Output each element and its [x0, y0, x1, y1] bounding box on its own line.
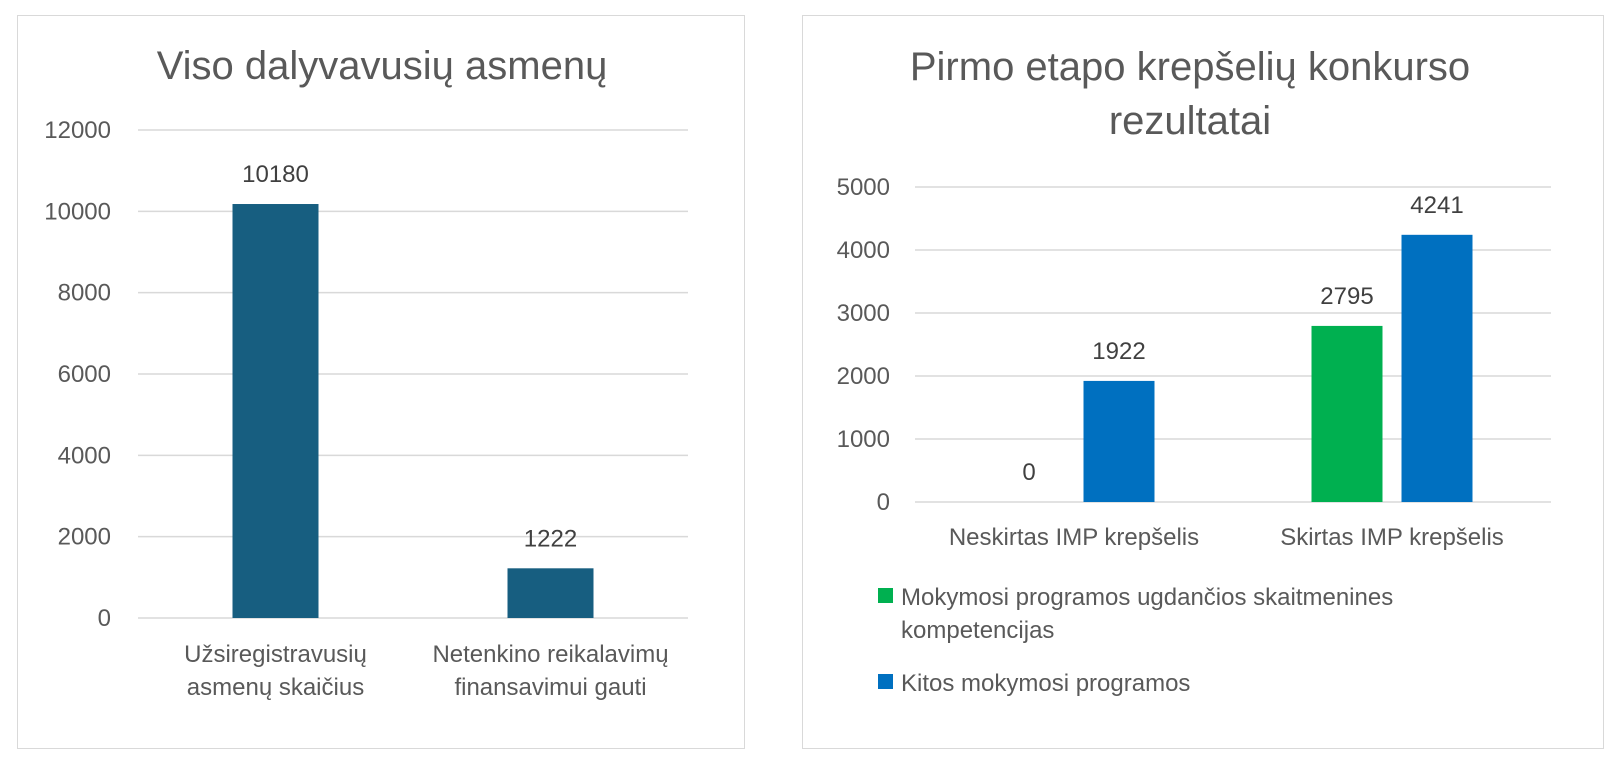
- x-category-label: Skirtas IMP krepšelis: [1280, 524, 1504, 551]
- chart-panel-participants: Viso dalyvavusių asmenų 0 2000 4000 6000 8000…: [17, 15, 745, 749]
- y-tick-label: 0: [877, 489, 890, 516]
- x-category-label: asmenų skaičius: [187, 674, 364, 701]
- y-tick-label: 1000: [837, 426, 890, 453]
- bar: [1311, 325, 1383, 502]
- legend-label: Mokymosi programos ugdančios skaitmenine…: [901, 584, 1393, 611]
- data-label: 1922: [1092, 338, 1145, 365]
- data-label: 1222: [524, 525, 577, 552]
- y-tick-label: 2000: [58, 524, 111, 551]
- legend-label: Kitos mokymosi programos: [901, 670, 1190, 697]
- y-tick-label: 8000: [58, 280, 111, 307]
- x-category-label: finansavimui gauti: [454, 674, 646, 701]
- chart-panel-results: Pirmo etapo krepšelių konkurso rezultatai…: [802, 15, 1604, 749]
- y-tick-label: 5000: [837, 174, 890, 201]
- y-tick-label: 3000: [837, 300, 890, 327]
- bar: [507, 568, 594, 618]
- y-tick-label: 6000: [58, 361, 111, 388]
- x-category-label: Užsiregistravusių: [184, 641, 367, 668]
- legend-swatch: [878, 588, 893, 603]
- x-category-label: Neskirtas IMP krepšelis: [949, 524, 1199, 551]
- y-tick-label: 12000: [44, 117, 111, 144]
- participants-chart: Viso dalyvavusių asmenų 0 2000 4000 6000 8000…: [44, 44, 688, 701]
- bar: [1083, 380, 1155, 502]
- legend-swatch: [878, 674, 893, 689]
- y-tick-label: 4000: [837, 237, 890, 264]
- chart-title: rezultatai: [1109, 99, 1271, 143]
- x-category-label: Netenkino reikalavimų: [432, 641, 668, 668]
- y-tick-label: 4000: [58, 442, 111, 469]
- data-label: 10180: [242, 161, 309, 188]
- legend-label: kompetencijas: [901, 617, 1054, 644]
- bar: [232, 204, 319, 618]
- y-tick-label: 2000: [837, 363, 890, 390]
- data-label: 2795: [1320, 283, 1373, 310]
- y-tick-label: 10000: [44, 198, 111, 225]
- results-chart: Pirmo etapo krepšelių konkurso rezultatai…: [837, 45, 1551, 697]
- chart-title: Pirmo etapo krepšelių konkurso: [910, 45, 1470, 89]
- data-label: 4241: [1410, 192, 1463, 219]
- chart-title: Viso dalyvavusių asmenų: [157, 44, 608, 88]
- data-label: 0: [1022, 459, 1035, 486]
- y-tick-label: 0: [98, 605, 111, 632]
- bar: [1401, 234, 1473, 502]
